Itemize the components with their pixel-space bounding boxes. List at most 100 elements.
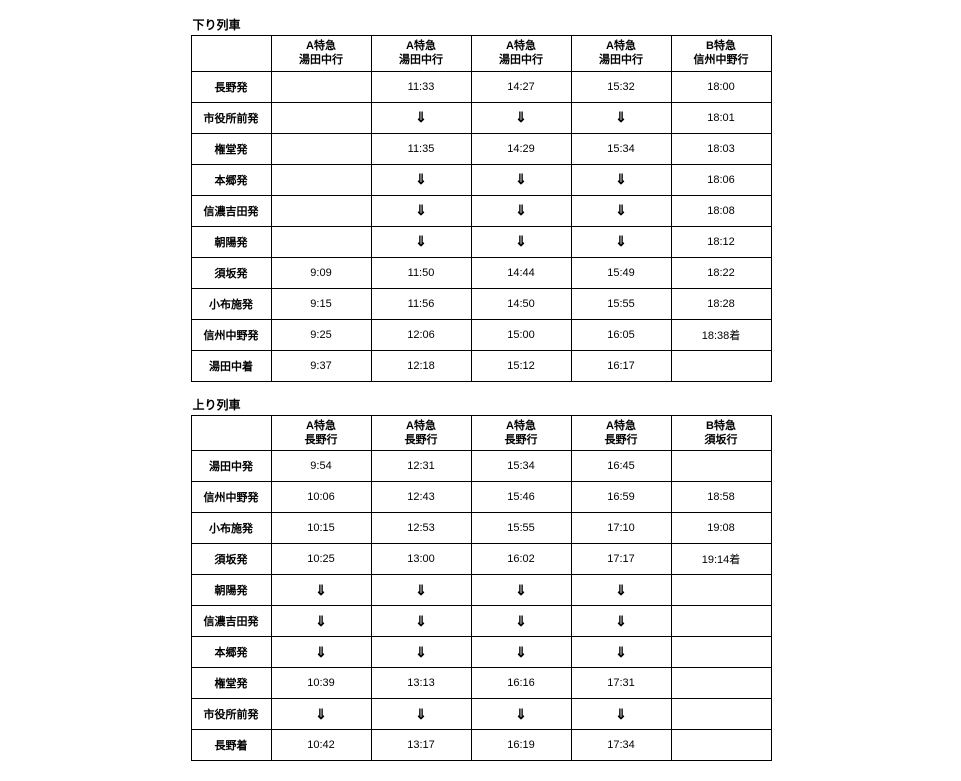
time-cell: 11:33: [371, 71, 471, 102]
time-cell: ⇓: [271, 606, 371, 637]
header-cell: A特急湯田中行: [571, 36, 671, 72]
time-cell: 13:17: [371, 730, 471, 761]
time-cell: [271, 102, 371, 133]
station-cell: 市役所前発: [191, 102, 271, 133]
time-cell: ⇓: [571, 195, 671, 226]
time-cell: [671, 606, 771, 637]
time-cell: [671, 575, 771, 606]
time-cell: 18:06: [671, 164, 771, 195]
timetable-0: A特急湯田中行 A特急湯田中行 A特急湯田中行 A特急湯田中行 B特急信州中野行…: [191, 35, 772, 382]
time-cell: 15:49: [571, 257, 671, 288]
time-cell: [671, 699, 771, 730]
time-cell: 18:38着: [671, 319, 771, 350]
time-cell: 18:58: [671, 482, 771, 513]
header-cell: A特急長野行: [271, 415, 371, 451]
time-cell: ⇓: [471, 575, 571, 606]
station-cell: 湯田中着: [191, 350, 271, 381]
time-cell: ⇓: [371, 699, 471, 730]
table-row: 朝陽発⇓⇓⇓⇓: [191, 575, 771, 606]
time-cell: ⇓: [371, 637, 471, 668]
table-row: 須坂発9:0911:5014:4415:4918:22: [191, 257, 771, 288]
time-cell: [671, 668, 771, 699]
time-cell: 12:43: [371, 482, 471, 513]
time-cell: 12:53: [371, 513, 471, 544]
table-row: 信濃吉田発⇓⇓⇓⇓: [191, 606, 771, 637]
tbody-0: 長野発11:3314:2715:3218:00市役所前発⇓⇓⇓18:01権堂発1…: [191, 71, 771, 381]
station-cell: 信濃吉田発: [191, 195, 271, 226]
time-cell: 16:19: [471, 730, 571, 761]
table-row: 長野着10:4213:1716:1917:34: [191, 730, 771, 761]
table-row: 信州中野発9:2512:0615:0016:0518:38着: [191, 319, 771, 350]
header-cell: A特急長野行: [471, 415, 571, 451]
station-cell: 朝陽発: [191, 575, 271, 606]
time-cell: ⇓: [471, 226, 571, 257]
time-cell: 14:50: [471, 288, 571, 319]
time-cell: ⇓: [471, 102, 571, 133]
time-cell: [271, 133, 371, 164]
time-cell: ⇓: [571, 637, 671, 668]
station-cell: 須坂発: [191, 257, 271, 288]
time-cell: 10:06: [271, 482, 371, 513]
table-row: 小布施発9:1511:5614:5015:5518:28: [191, 288, 771, 319]
table-section-0: 下り列車 A特急湯田中行 A特急湯田中行 A特急湯田中行 A特急湯田中行 B特急…: [191, 16, 771, 382]
time-cell: 15:34: [571, 133, 671, 164]
table-row: 権堂発11:3514:2915:3418:03: [191, 133, 771, 164]
time-cell: 17:10: [571, 513, 671, 544]
table-row: 市役所前発⇓⇓⇓18:01: [191, 102, 771, 133]
station-cell: 本郷発: [191, 164, 271, 195]
station-cell: 湯田中発: [191, 451, 271, 482]
station-cell: 長野発: [191, 71, 271, 102]
header-row: A特急湯田中行 A特急湯田中行 A特急湯田中行 A特急湯田中行 B特急信州中野行: [191, 36, 771, 72]
table-row: 権堂発10:3913:1316:1617:31: [191, 668, 771, 699]
time-cell: 17:34: [571, 730, 671, 761]
table-row: 朝陽発⇓⇓⇓18:12: [191, 226, 771, 257]
table-row: 信州中野発10:0612:4315:4616:5918:58: [191, 482, 771, 513]
section-title-1: 上り列車: [193, 396, 771, 413]
time-cell: 18:08: [671, 195, 771, 226]
time-cell: ⇓: [471, 195, 571, 226]
header-cell: B特急須坂行: [671, 415, 771, 451]
header-row: A特急長野行 A特急長野行 A特急長野行 A特急長野行 B特急須坂行: [191, 415, 771, 451]
time-cell: 18:01: [671, 102, 771, 133]
time-cell: ⇓: [571, 699, 671, 730]
station-cell: 権堂発: [191, 668, 271, 699]
time-cell: ⇓: [371, 226, 471, 257]
station-cell: 須坂発: [191, 544, 271, 575]
time-cell: 14:29: [471, 133, 571, 164]
time-cell: 10:25: [271, 544, 371, 575]
header-cell: A特急長野行: [571, 415, 671, 451]
time-cell: 9:37: [271, 350, 371, 381]
table-row: 市役所前発⇓⇓⇓⇓: [191, 699, 771, 730]
time-cell: [671, 637, 771, 668]
time-cell: ⇓: [371, 606, 471, 637]
time-cell: 10:15: [271, 513, 371, 544]
time-cell: ⇓: [271, 637, 371, 668]
tbody-1: 湯田中発9:5412:3115:3416:45信州中野発10:0612:4315…: [191, 451, 771, 761]
time-cell: 16:05: [571, 319, 671, 350]
station-cell: 権堂発: [191, 133, 271, 164]
time-cell: 18:12: [671, 226, 771, 257]
table-row: 須坂発10:2513:0016:0217:1719:14着: [191, 544, 771, 575]
time-cell: 13:13: [371, 668, 471, 699]
table-row: 湯田中発9:5412:3115:3416:45: [191, 451, 771, 482]
table-row: 長野発11:3314:2715:3218:00: [191, 71, 771, 102]
time-cell: ⇓: [571, 606, 671, 637]
station-cell: 朝陽発: [191, 226, 271, 257]
section-title-0: 下り列車: [193, 16, 771, 33]
station-cell: 小布施発: [191, 513, 271, 544]
time-cell: ⇓: [571, 164, 671, 195]
time-cell: ⇓: [371, 164, 471, 195]
header-cell: A特急長野行: [371, 415, 471, 451]
time-cell: [271, 71, 371, 102]
time-cell: 15:55: [471, 513, 571, 544]
header-cell: A特急湯田中行: [371, 36, 471, 72]
time-cell: 11:56: [371, 288, 471, 319]
time-cell: ⇓: [471, 637, 571, 668]
time-cell: 14:27: [471, 71, 571, 102]
time-cell: 11:35: [371, 133, 471, 164]
time-cell: [271, 195, 371, 226]
time-cell: ⇓: [471, 606, 571, 637]
time-cell: 16:16: [471, 668, 571, 699]
time-cell: 10:42: [271, 730, 371, 761]
time-cell: 13:00: [371, 544, 471, 575]
